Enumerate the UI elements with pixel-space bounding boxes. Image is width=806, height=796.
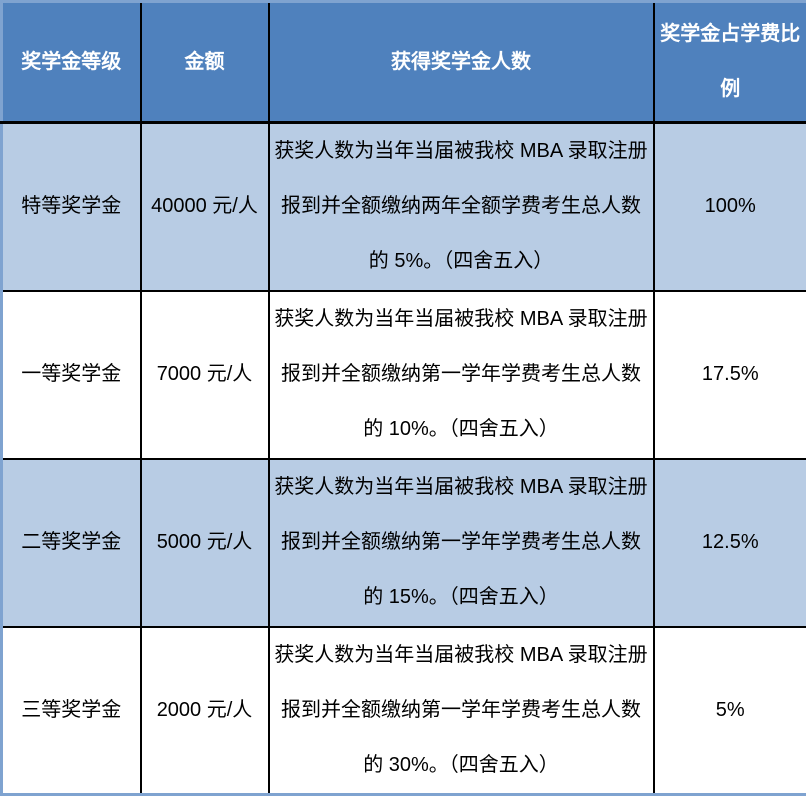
cell-level: 二等奖学金 bbox=[2, 459, 141, 627]
cell-level: 一等奖学金 bbox=[2, 291, 141, 459]
cell-ratio: 12.5% bbox=[654, 459, 806, 627]
header-cell-ratio: 奖学金占学费比例 bbox=[654, 2, 806, 123]
header-row: 奖学金等级 金额 获得奖学金人数 奖学金占学费比例 bbox=[2, 2, 806, 123]
cell-level: 特等奖学金 bbox=[2, 123, 141, 291]
cell-recipients: 获奖人数为当年当届被我校 MBA 录取注册报到并全额缴纳第一学年学费考生总人数的… bbox=[269, 627, 654, 795]
table-row: 二等奖学金 5000 元/人 获奖人数为当年当届被我校 MBA 录取注册报到并全… bbox=[2, 459, 806, 627]
cell-amount: 40000 元/人 bbox=[141, 123, 269, 291]
table-row: 一等奖学金 7000 元/人 获奖人数为当年当届被我校 MBA 录取注册报到并全… bbox=[2, 291, 806, 459]
cell-amount: 5000 元/人 bbox=[141, 459, 269, 627]
table-row: 特等奖学金 40000 元/人 获奖人数为当年当届被我校 MBA 录取注册报到并… bbox=[2, 123, 806, 291]
cell-ratio: 5% bbox=[654, 627, 806, 795]
cell-level: 三等奖学金 bbox=[2, 627, 141, 795]
cell-recipients: 获奖人数为当年当届被我校 MBA 录取注册报到并全额缴纳第一学年学费考生总人数的… bbox=[269, 291, 654, 459]
cell-recipients: 获奖人数为当年当届被我校 MBA 录取注册报到并全额缴纳第一学年学费考生总人数的… bbox=[269, 459, 654, 627]
cell-ratio: 100% bbox=[654, 123, 806, 291]
header-cell-level: 奖学金等级 bbox=[2, 2, 141, 123]
cell-amount: 2000 元/人 bbox=[141, 627, 269, 795]
table-row: 三等奖学金 2000 元/人 获奖人数为当年当届被我校 MBA 录取注册报到并全… bbox=[2, 627, 806, 795]
header-cell-amount: 金额 bbox=[141, 2, 269, 123]
cell-recipients: 获奖人数为当年当届被我校 MBA 录取注册报到并全额缴纳两年全额学费考生总人数的… bbox=[269, 123, 654, 291]
header-cell-recipients: 获得奖学金人数 bbox=[269, 2, 654, 123]
cell-amount: 7000 元/人 bbox=[141, 291, 269, 459]
cell-ratio: 17.5% bbox=[654, 291, 806, 459]
